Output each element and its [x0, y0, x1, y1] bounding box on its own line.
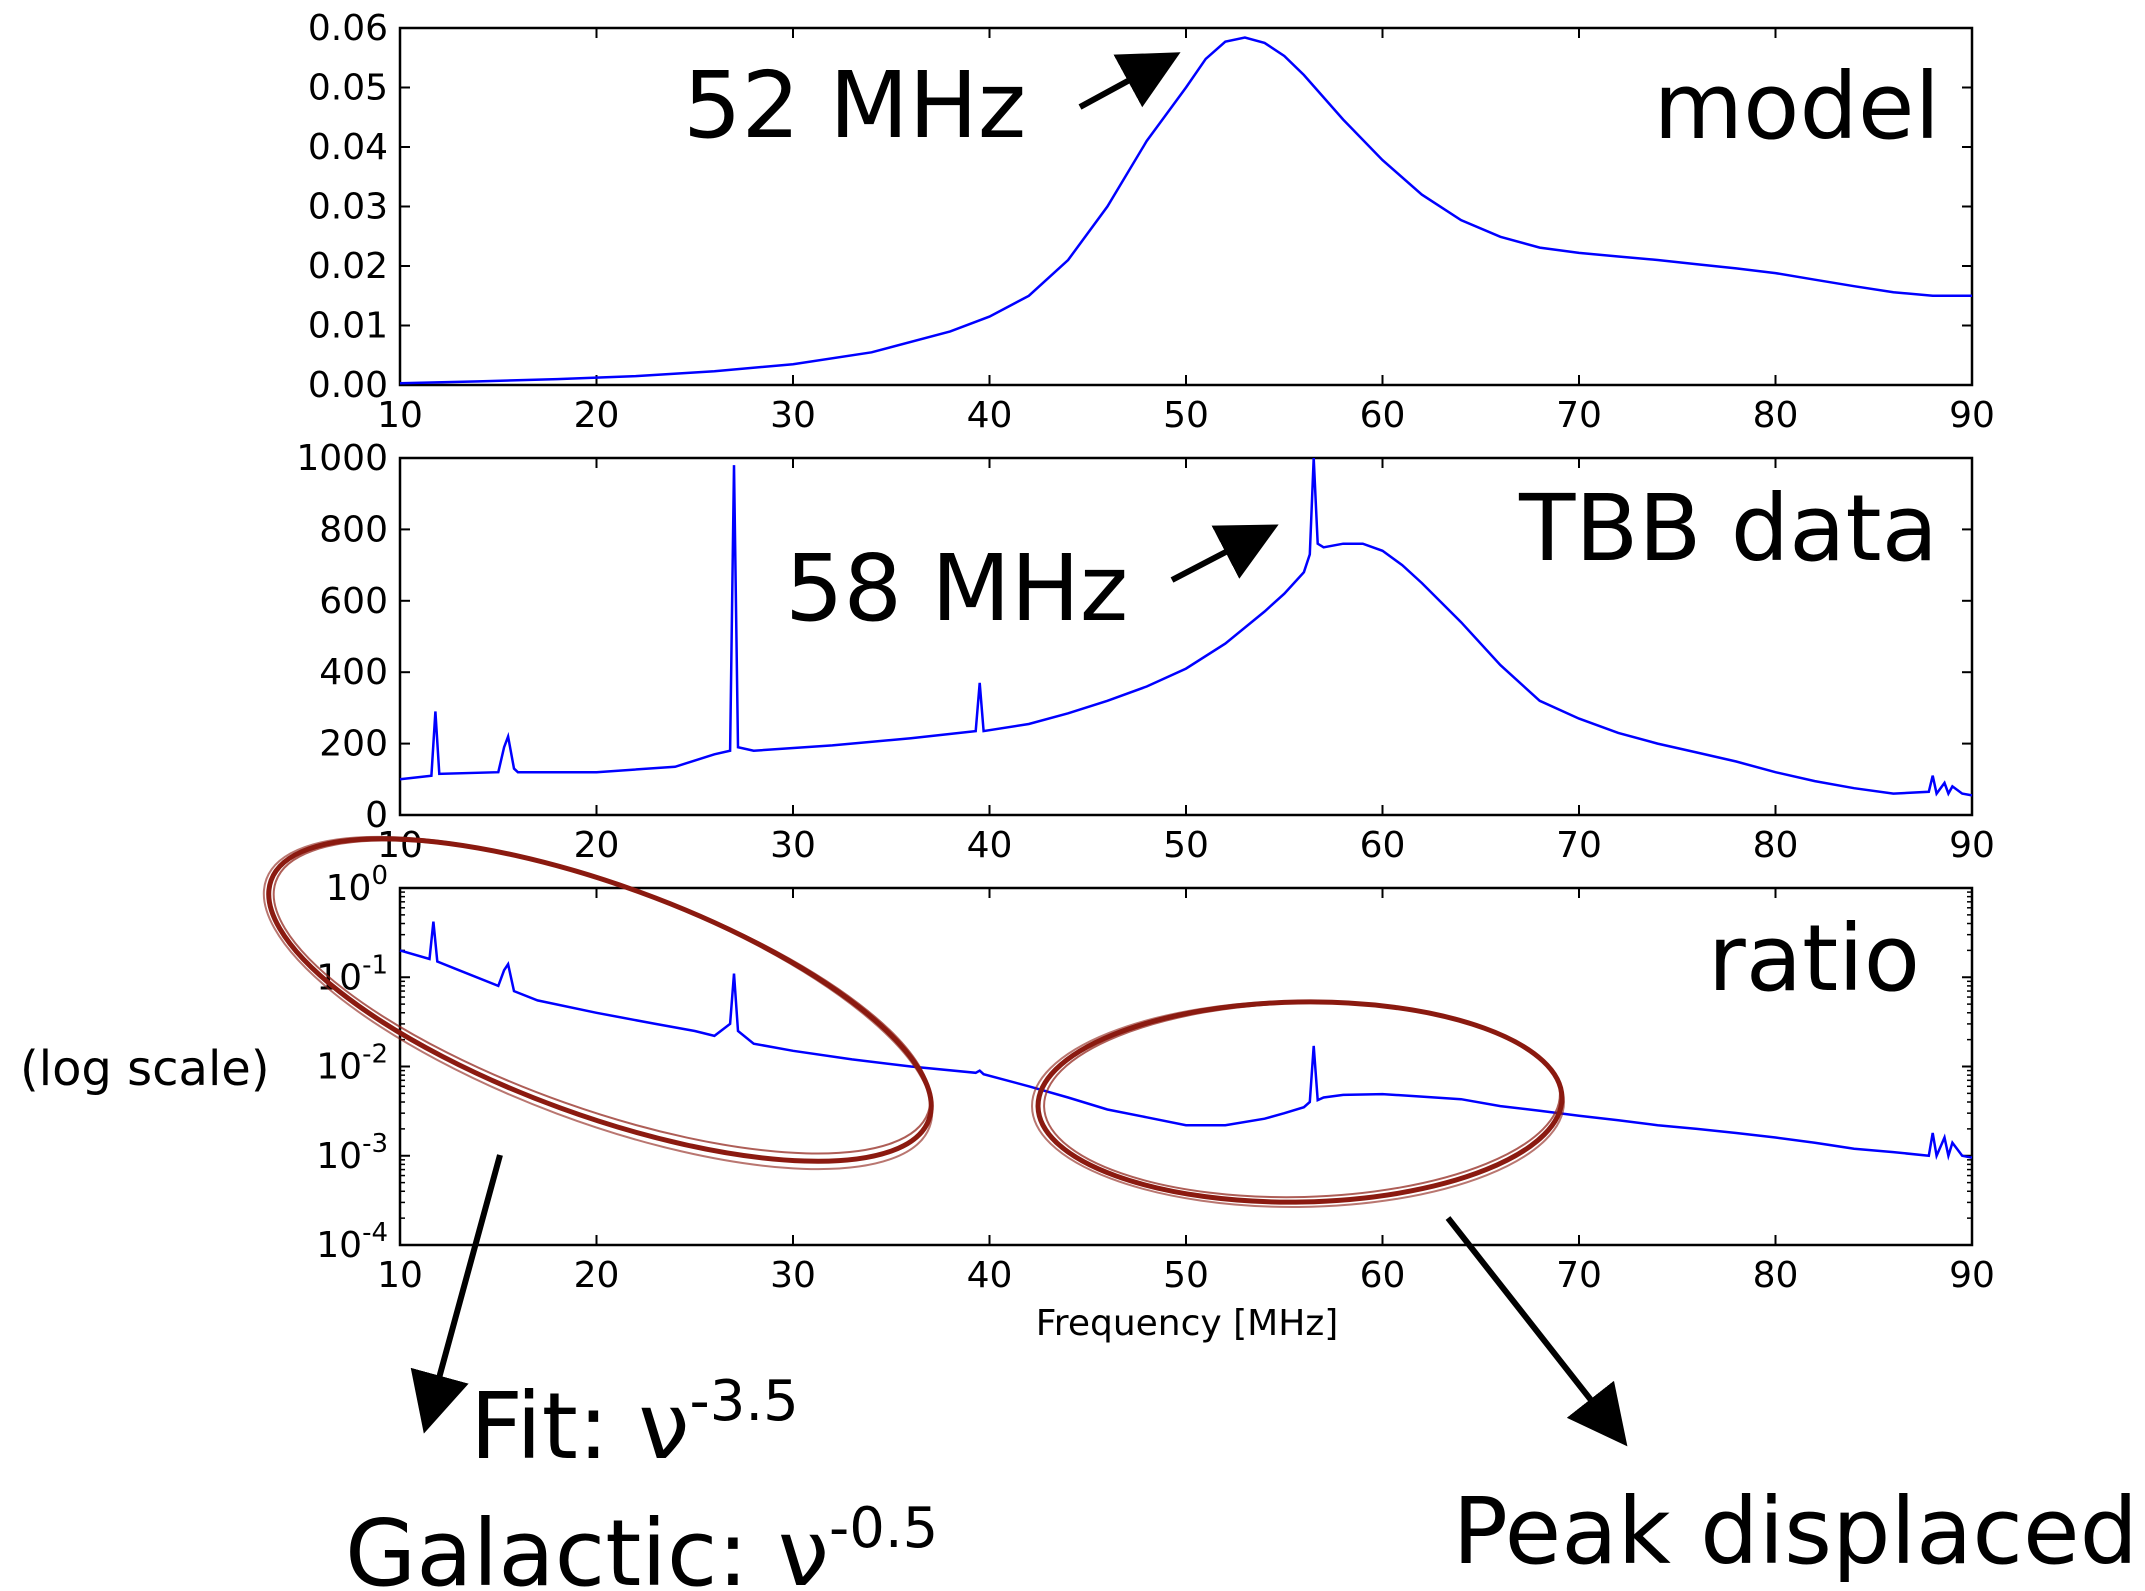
x-tick-label: 80 — [1753, 395, 1799, 436]
x-tick-label: 40 — [967, 1255, 1013, 1296]
peak-58-arrow — [1172, 530, 1268, 580]
x-tick-label: 60 — [1360, 395, 1406, 436]
y-tick-label: 0.04 — [308, 127, 388, 168]
galactic-annotation-text: Galactic: ν — [345, 1500, 829, 1591]
peak-52-arrow — [1080, 58, 1170, 107]
peak-58-annotation: 58 MHz — [785, 535, 1128, 642]
peak-displaced-annotation: Peak displaced — [1452, 1478, 2138, 1585]
x-tick-label: 80 — [1753, 1255, 1799, 1296]
x-tick-label: 10 — [377, 1255, 423, 1296]
fit-annotation: Fit: ν-3.5 — [470, 1369, 799, 1480]
x-tick-label: 50 — [1163, 395, 1209, 436]
x-tick-label: 50 — [1163, 1255, 1209, 1296]
y-tick-label: 10-2 — [316, 1040, 388, 1088]
y-tick-label: 400 — [319, 652, 388, 693]
model-panel: 10 20 30 40 50 60 70 80 900.000.010.020.030.040.… — [308, 8, 1995, 436]
x-tick-label: 30 — [770, 825, 816, 866]
x-tick-label: 70 — [1556, 1255, 1602, 1296]
x-tick-label: 40 — [967, 825, 1013, 866]
fit-annotation-text: Fit: ν — [470, 1373, 690, 1480]
y-tick-label: 10-3 — [316, 1129, 388, 1177]
x-tick-label: 20 — [574, 395, 620, 436]
model-panel-label: model — [1654, 53, 1940, 160]
y-tick-label: 600 — [319, 581, 388, 622]
x-tick-label: 90 — [1949, 395, 1995, 436]
y-tick-label: 800 — [319, 509, 388, 550]
y-tick-label: 100 — [326, 861, 388, 909]
x-axis-label: Frequency [MHz] — [1036, 1303, 1339, 1344]
y-tick-label: 0.01 — [308, 306, 388, 347]
y-tick-label: 0.00 — [308, 365, 388, 406]
log-scale-label: (log scale) — [20, 1041, 270, 1097]
x-tick-label: 30 — [770, 395, 816, 436]
y-tick-label: 200 — [319, 724, 388, 765]
y-tick-label: 0 — [365, 795, 388, 836]
x-tick-label: 90 — [1949, 825, 1995, 866]
x-tick-label: 20 — [574, 1255, 620, 1296]
y-tick-label: 1000 — [296, 438, 388, 479]
fit-annotation-exponent: -3.5 — [690, 1369, 799, 1434]
x-tick-label: 90 — [1949, 1255, 1995, 1296]
x-tick-label: 60 — [1360, 1255, 1406, 1296]
y-tick-label: 0.03 — [308, 187, 388, 228]
x-tick-label: 40 — [967, 395, 1013, 436]
peak-displaced-arrow — [1448, 1218, 1620, 1437]
y-tick-label: 0.05 — [308, 68, 388, 109]
galactic-annotation: Galactic: ν-0.5 — [345, 1496, 938, 1591]
x-tick-label: 20 — [574, 825, 620, 866]
x-tick-label: 80 — [1753, 825, 1799, 866]
x-tick-label: 30 — [770, 1255, 816, 1296]
x-tick-label: 70 — [1556, 395, 1602, 436]
ratio-panel-label: ratio — [1708, 905, 1920, 1012]
peak-52-annotation: 52 MHz — [683, 52, 1026, 159]
galactic-annotation-exponent: -0.5 — [829, 1496, 938, 1561]
tbb-panel-label: TBB data — [1518, 475, 1938, 582]
y-tick-label: 0.06 — [308, 8, 388, 49]
x-tick-label: 50 — [1163, 825, 1209, 866]
x-tick-label: 70 — [1556, 825, 1602, 866]
x-tick-label: 60 — [1360, 825, 1406, 866]
y-tick-label: 0.02 — [308, 246, 388, 287]
